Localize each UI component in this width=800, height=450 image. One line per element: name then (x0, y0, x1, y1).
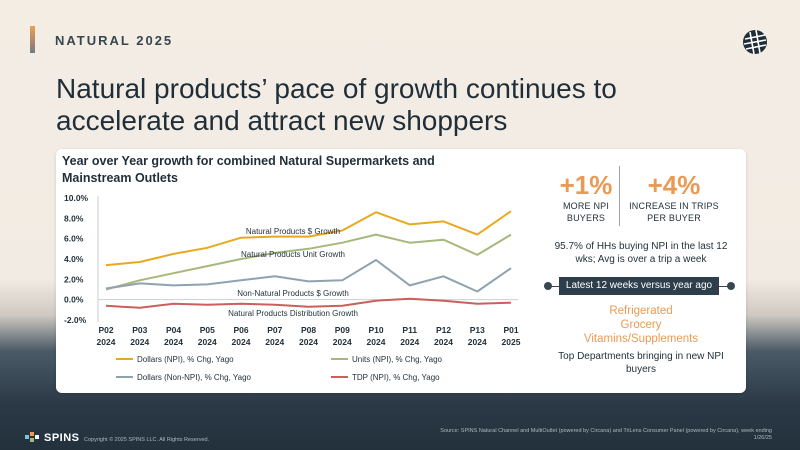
departments-list: Refrigerated Grocery Vitamins/Supplement… (545, 304, 737, 346)
content-card (56, 149, 746, 393)
trips-label-1: INCREASE IN TRIPS (629, 201, 719, 211)
x-tick-label: P09 (335, 325, 350, 335)
pill-dot-right (727, 282, 735, 290)
x-tick-label: 2024 (164, 337, 183, 347)
stat-divider (619, 166, 620, 226)
x-tick-label: P01 (503, 325, 518, 335)
globe-grid-icon (743, 29, 767, 55)
series-annotation: Natural Products Distribution Growth (228, 309, 358, 318)
npi-buyers-value: +1% (559, 170, 613, 200)
accent-bar (30, 26, 35, 53)
series-line-3 (105, 259, 512, 293)
footer-logo: SPINS (25, 432, 80, 444)
trips-label-2: PER BUYER (647, 213, 701, 223)
page-title: Natural products’ pace of growth continu… (56, 73, 617, 136)
x-tick-label: P05 (200, 325, 215, 335)
y-tick-label: 4.0% (64, 254, 84, 264)
npi-buyers-label-2: BUYERS (566, 213, 606, 223)
department-grocery: Grocery (620, 319, 662, 331)
source-note: Source: SPINS Natural Channel and MultiO… (440, 428, 772, 441)
x-tick-label: 2024 (198, 337, 217, 347)
trips-value: +4% (647, 170, 701, 200)
footer-brand: SPINS (44, 432, 80, 444)
series-annotation: Natural Products $ Growth (246, 227, 340, 236)
x-tick-label: 2024 (299, 337, 318, 347)
npi-buyers-label-1: MORE NPI (562, 201, 610, 211)
x-tick-label: P13 (470, 325, 485, 335)
x-tick-label: P11 (402, 325, 417, 335)
x-tick-label: 2024 (265, 337, 284, 347)
y-tick-label: 2.0% (64, 274, 84, 284)
spins-logo-icon (25, 432, 39, 442)
x-tick-label: 2024 (97, 337, 116, 347)
legend-label: TDP (NPI), % Chg, Yago (352, 373, 440, 382)
series-line-2 (105, 233, 512, 291)
y-tick-label: 0.0% (64, 295, 84, 305)
x-tick-label: 2024 (130, 337, 149, 347)
y-tick-label: 10.0% (64, 193, 89, 203)
legend-label: Dollars (NPI), % Chg, Yago (137, 355, 234, 364)
legend-label: Dollars (Non-NPI), % Chg, Yago (137, 373, 252, 382)
series-line-1 (105, 210, 512, 267)
x-tick-label: 2024 (468, 337, 487, 347)
x-tick-label: 2024 (367, 337, 386, 347)
y-tick-label: 6.0% (64, 234, 84, 244)
chart-title: Year over Year growth for combined Natur… (62, 154, 435, 185)
department-vitamins: Vitamins/Supplements (583, 333, 699, 345)
line-chart: 10.0% 8.0% 6.0% 4.0% 2.0% 0.0% -2.0% P02 2024 P03… (64, 193, 521, 382)
npi-buyers-stat: +1% MORE NPI BUYERS (548, 170, 624, 224)
x-tick-label: P02 (98, 325, 113, 335)
departments-caption: Top Departments bringing in new NPI buye… (558, 351, 724, 375)
y-tick-label: 8.0% (64, 213, 84, 223)
y-tick-label: -2.0% (64, 315, 87, 325)
x-tick-label: 2024 (434, 337, 453, 347)
series-annotation: Non-Natural Products $ Growth (237, 289, 349, 298)
x-tick-label: P06 (233, 325, 248, 335)
x-tick-label: P04 (166, 325, 181, 335)
x-tick-label: P07 (267, 325, 282, 335)
x-tick-label: P08 (301, 325, 316, 335)
x-tick-label: 2024 (232, 337, 251, 347)
x-tick-label: 2025 (502, 337, 521, 347)
x-tick-label: P12 (436, 325, 451, 335)
x-tick-label: 2024 (400, 337, 419, 347)
series-annotation: Natural Products Unit Growth (241, 250, 345, 259)
x-tick-label: 2024 (333, 337, 352, 347)
households-text: 95.7% of HHs buying NPI in the last 12 w… (554, 241, 728, 265)
period-pill: Latest 12 weeks versus year ago (559, 277, 719, 295)
copyright-text: Copyright © 2025 SPINS LLC. All Rights R… (84, 437, 210, 443)
x-tick-label: P03 (132, 325, 147, 335)
department-refrigerated: Refrigerated (609, 305, 673, 317)
series-line-4 (105, 297, 512, 309)
x-tick-label: P10 (368, 325, 383, 335)
pill-dot-left (544, 282, 552, 290)
eyebrow-label: NATURAL 2025 (55, 33, 174, 48)
legend-label: Units (NPI), % Chg, Yago (352, 355, 443, 364)
trips-stat: +4% INCREASE IN TRIPS PER BUYER (622, 170, 726, 224)
